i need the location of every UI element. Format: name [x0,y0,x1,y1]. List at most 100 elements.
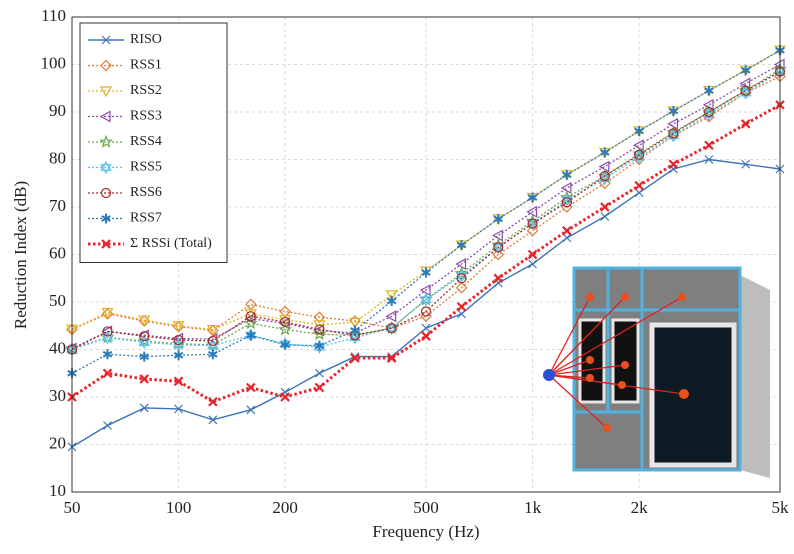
marker [66,344,78,355]
marker [420,292,432,307]
marker [492,248,505,261]
marker [313,311,326,324]
marker [138,335,151,350]
y-tick-label: 50 [49,291,66,310]
marker [173,350,184,361]
marker [386,353,397,363]
marker [562,233,572,243]
marker [101,35,111,45]
marker [279,305,291,318]
marker [561,197,572,208]
marker [634,149,645,160]
panel-side [740,275,770,478]
marker [600,212,610,221]
marker [528,259,537,269]
marker [740,85,751,96]
marker [562,169,572,180]
marker [315,368,324,378]
marker [102,326,113,337]
marker [139,374,150,384]
marker [704,140,714,151]
marker [562,225,572,236]
marker [421,267,431,278]
y-tick-label: 100 [41,53,67,72]
marker [740,119,751,129]
marker [103,421,112,430]
marker [280,316,291,328]
y-tick-label: 40 [49,338,66,357]
series-line [71,49,781,331]
data [65,45,787,452]
marker [386,296,397,307]
series-line [71,63,781,350]
marker [704,155,714,164]
marker [634,188,644,198]
marker [246,330,256,341]
marker [419,284,431,297]
marker [100,59,112,72]
legend-label: Σ RSSi (Total) [130,236,212,251]
marker [101,307,114,319]
marker [278,322,292,336]
y-tick-label: 30 [49,386,66,405]
marker [634,126,644,136]
y-tick-label: 10 [49,481,66,500]
marker [172,321,185,332]
legend-box [79,22,228,263]
marker [138,315,151,327]
marker [139,403,149,413]
marker [456,273,467,284]
marker [667,117,679,130]
marker [634,180,644,191]
marker [525,214,540,228]
series-line [71,71,781,351]
marker [600,147,610,158]
x-tick-label: 2k [631,498,649,517]
marker [100,187,112,199]
marker [386,323,397,334]
marker [421,323,431,333]
x-tick-label: 100 [166,498,192,517]
marker [100,160,112,175]
marker [173,334,184,346]
marker [99,110,111,123]
inset-diagram [543,266,770,478]
marker [385,290,398,302]
marker [173,376,184,387]
marker [600,202,610,212]
marker [208,396,218,407]
marker [527,218,538,229]
marker [139,351,150,362]
marker [208,415,218,425]
marker [102,349,113,360]
marker [314,382,325,393]
marker [527,249,538,260]
plot-frame [71,16,781,493]
marker [99,86,113,98]
marker [668,128,679,139]
marker [246,405,256,415]
marker [243,316,258,330]
marker [280,339,290,350]
marker [493,273,504,284]
x-tick-label: 500 [413,498,439,517]
marker [314,340,325,351]
marker [207,335,218,347]
marker [492,229,503,242]
marker [493,213,504,224]
marker [455,257,467,271]
marker [421,331,431,341]
marker [454,266,469,280]
marker [420,306,432,317]
marker [174,404,183,414]
y-tick-label: 70 [49,196,66,215]
rays [548,296,685,429]
marker [598,160,610,173]
marker [101,213,111,224]
x-tick-label: 50 [64,498,81,517]
marker [526,224,539,237]
marker [740,65,751,76]
marker [493,242,504,253]
x-axis-label: Frequency (Hz) [372,522,479,541]
